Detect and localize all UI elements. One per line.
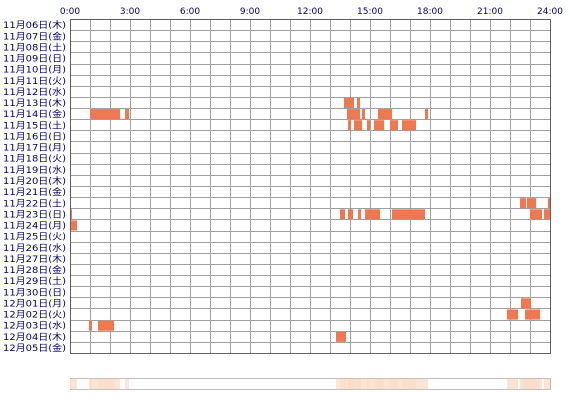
date-row-label: 11月09日(日) [3,54,66,65]
date-row-label: 11月16日(日) [3,131,66,142]
date-row-label: 11月13日(木) [3,97,66,109]
activity-block [357,97,360,109]
date-row-label: 12月04日(木) [3,331,66,343]
activity-block [402,120,416,131]
activity-block [527,198,536,209]
activity-block [392,209,425,220]
date-row-label: 11月14日(金) [3,108,66,120]
x-tick-label: 24:00 [537,7,563,17]
activity-block [354,120,362,131]
x-tick-label: 9:00 [240,7,260,17]
activity-block [530,209,542,220]
activity-block [548,198,550,209]
date-row-label: 11月19日(水) [3,164,66,176]
date-row-label: 11月10日(月) [3,65,66,76]
x-tick-label: 18:00 [417,7,443,17]
activity-block [348,120,351,131]
x-tick-label: 6:00 [180,7,200,17]
activity-block [98,320,114,331]
activity-block [348,209,353,220]
date-row-label: 11月30日(日) [3,287,66,298]
activity-block [125,109,129,120]
summary-segment [507,379,518,389]
date-row-label: 12月01日(月) [3,298,66,309]
x-tick-label: 15:00 [357,7,383,17]
activity-block [336,331,346,342]
activity-block [340,209,345,220]
activity-block [378,109,392,120]
x-tick-label: 0:00 [60,7,80,17]
summary-segment [125,379,129,389]
activity-block [347,109,360,120]
summary-segment [365,379,380,389]
summary-segment [358,379,361,389]
x-tick-label: 3:00 [120,7,140,17]
date-row-label: 11月12日(水) [3,86,66,98]
date-row-label: 11月28日(金) [3,264,66,276]
date-row-label: 11月15日(土) [3,119,66,131]
summary-segment [425,379,428,389]
date-row-label: 11月27日(木) [3,253,66,265]
date-row-label: 11月06日(木) [3,19,66,31]
summary-segment [336,379,346,389]
date-row-label: 11月18日(火) [3,154,66,165]
summary-segment [392,379,425,389]
summary-segment [544,379,550,389]
activity-block [358,209,361,220]
summary-segment [348,379,353,389]
summary-segment [347,379,360,389]
date-row-label: 12月02日(火) [3,310,66,321]
date-row-label: 11月11日(火) [3,76,66,87]
date-row-label: 11月08日(土) [3,41,66,53]
date-row-label: 12月05日(金) [3,342,66,354]
activity-block [507,309,518,320]
date-row-label: 11月26日(水) [3,242,66,254]
activity-block [70,220,77,231]
activity-layer [70,97,550,342]
date-row-label: 11月20日(木) [3,175,66,187]
activity-block [390,120,398,131]
date-row-labels: 11月06日(木)11月07日(金)11月08日(土)11月09日(日)11月1… [3,19,66,354]
date-row-label: 11月29日(土) [3,275,66,287]
activity-block [90,109,120,120]
plot-border [70,19,551,354]
grid-layer [70,19,551,354]
date-row-label: 11月22日(土) [3,197,66,209]
activity-block [367,120,370,131]
summary-segment [362,379,365,389]
x-tick-label: 12:00 [297,7,323,17]
activity-block [544,209,550,220]
activity-block [344,97,354,109]
date-row-label: 11月24日(月) [3,221,66,232]
x-tick-labels: 0:00 3:00 6:00 9:00 12:00 15:00 18:00 21:00 24:0… [60,7,563,17]
activity-block [374,120,384,131]
summary-segment [89,379,92,389]
summary-segment [378,379,392,389]
activity-block [525,309,540,320]
activity-block [425,109,428,120]
date-row-label: 11月17日(月) [3,143,66,154]
x-tick-label: 21:00 [477,7,503,17]
summary-bar-frame [70,378,551,390]
summary-bar [70,378,551,390]
summary-segment [70,379,77,389]
date-row-label: 11月07日(金) [3,30,66,42]
date-row-label: 12月03日(水) [3,320,66,332]
date-row-label: 11月23日(日) [3,209,66,220]
activity-block [521,298,531,309]
plot-frame [70,19,551,354]
date-row-label: 11月25日(火) [3,232,66,243]
activity-block [365,209,380,220]
activity-block [89,320,92,331]
summary-segment [98,379,114,389]
activity-block [520,198,526,209]
activity-block [362,109,365,120]
summary-segment [525,379,540,389]
date-row-label: 11月21日(金) [3,186,66,198]
